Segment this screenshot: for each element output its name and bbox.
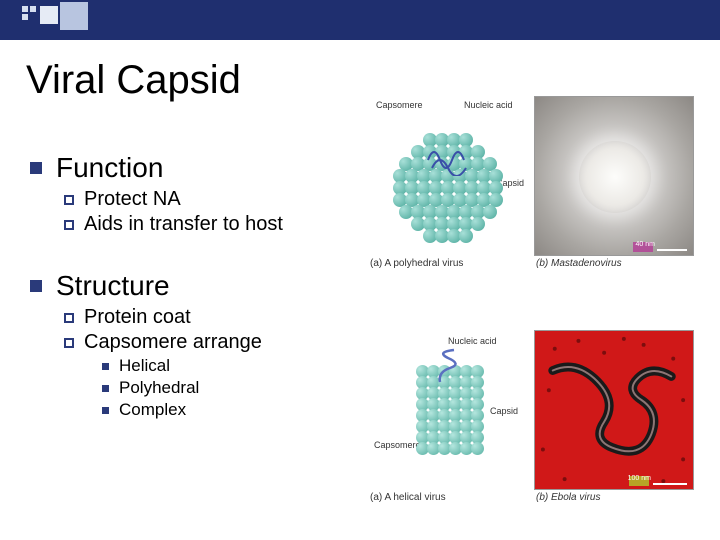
section-heading: Structure [30, 270, 350, 302]
figure-label: Capsid [490, 406, 518, 416]
bullet-open-square-icon [64, 195, 74, 205]
figure-caption: (a) A polyhedral virus [370, 258, 463, 269]
sub-list-item: Complex [102, 400, 350, 420]
list-item: Capsomere arrange [64, 331, 350, 354]
scalebar-text: 40 nm [636, 241, 655, 248]
virion-icon [579, 141, 651, 213]
list-item: Protect NA [64, 188, 350, 211]
figure-polyhedral-diagram: Capsomere Nucleic acid Capsid [368, 96, 528, 256]
sub-list-item: Helical [102, 356, 350, 376]
bullet-open-square-icon [64, 338, 74, 348]
figure-caption: (b) Ebola virus [536, 492, 600, 503]
figure-caption: (a) A helical virus [370, 492, 446, 503]
subitem-text: Complex [119, 400, 186, 420]
list-item: Aids in transfer to host [64, 213, 350, 236]
item-text: Protein coat [84, 306, 191, 329]
scalebar-icon [657, 249, 687, 251]
slide-title: Viral Capsid [26, 58, 241, 103]
figure-label: Capsomere [376, 100, 423, 110]
heading-text: Function [56, 152, 163, 184]
subitem-text: Polyhedral [119, 378, 199, 398]
bullet-small-square-icon [102, 407, 109, 414]
section-heading: Function [30, 152, 350, 184]
item-text: Capsomere arrange [84, 331, 262, 354]
bullet-small-square-icon [102, 385, 109, 392]
figure-helical-diagram: Nucleic acid Capsomere Capsid [368, 330, 528, 490]
list-item: Protein coat [64, 306, 350, 329]
ebola-filament-icon [535, 331, 693, 489]
nucleic-acid-icon [436, 348, 464, 384]
scalebar-icon [653, 483, 687, 485]
item-text: Protect NA [84, 188, 181, 211]
bullet-square-icon [30, 280, 42, 292]
scalebar-text: 100 nm [628, 475, 651, 482]
bullet-open-square-icon [64, 313, 74, 323]
subitem-text: Helical [119, 356, 170, 376]
bullet-open-square-icon [64, 220, 74, 230]
figure-mastadenovirus-tem: 40 nm [534, 96, 694, 256]
bullet-small-square-icon [102, 363, 109, 370]
item-text: Aids in transfer to host [84, 213, 283, 236]
slide-top-bar [0, 0, 720, 40]
nucleic-acid-icon [426, 142, 470, 176]
figure-caption: (b) Mastadenovirus [536, 258, 622, 269]
heading-text: Structure [56, 270, 170, 302]
figure-label: Nucleic acid [464, 100, 513, 110]
figure-ebola-tem: 100 nm [534, 330, 694, 490]
figure-label: Nucleic acid [448, 336, 497, 346]
slide-content: Function Protect NA Aids in transfer to … [30, 140, 350, 420]
bullet-square-icon [30, 162, 42, 174]
sub-list-item: Polyhedral [102, 378, 350, 398]
